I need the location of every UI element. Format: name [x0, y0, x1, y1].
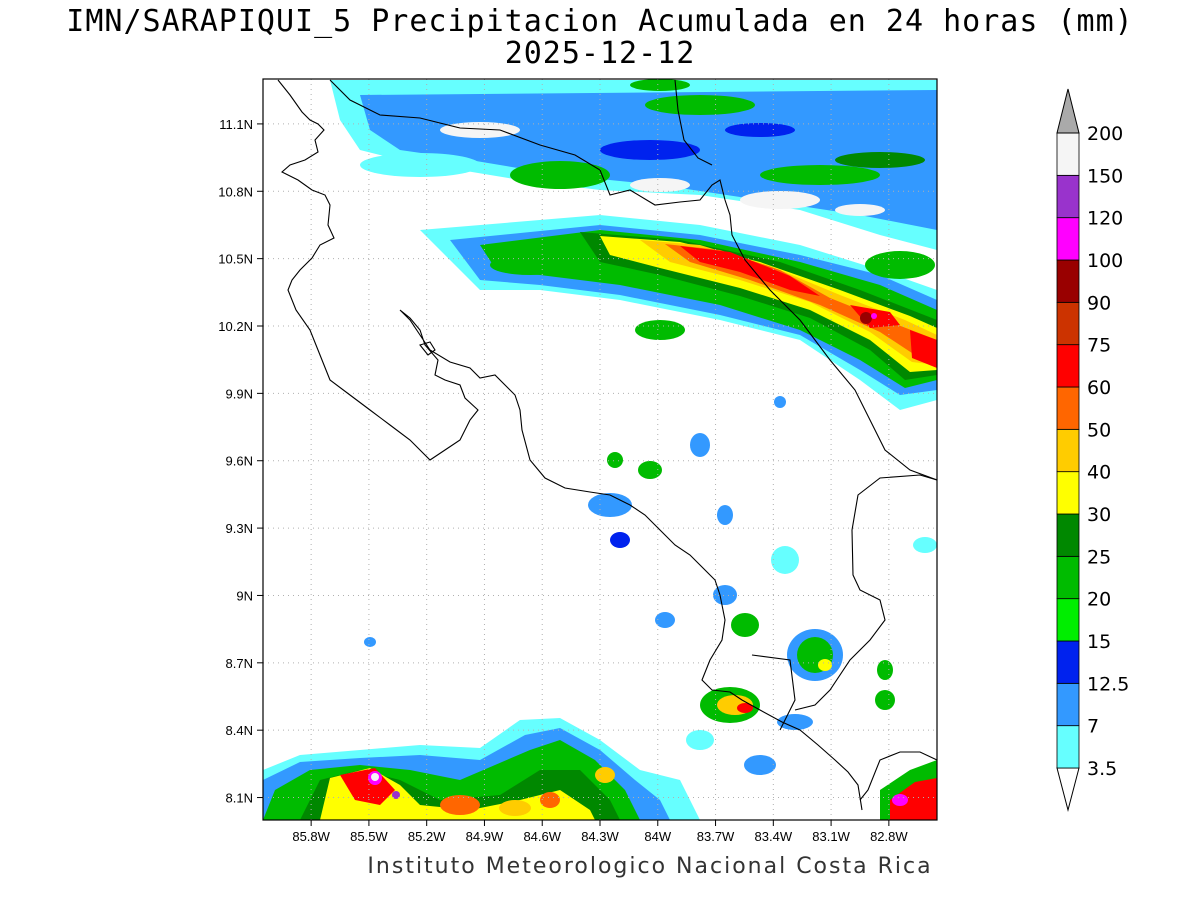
colorbar-label: 75 — [1087, 335, 1111, 357]
colorbar-label: 150 — [1087, 165, 1123, 187]
colorbar-swatch — [1056, 174, 1080, 219]
lon-tick-label: 84.3W — [581, 829, 619, 844]
colorbar-label: 40 — [1087, 462, 1111, 484]
map-gridlines — [263, 79, 937, 820]
colorbar-swatch — [1056, 555, 1080, 600]
lon-tick-label: 84.9W — [466, 829, 504, 844]
lon-tick-label: 83.1W — [812, 829, 850, 844]
colorbar-label: 15 — [1087, 631, 1111, 653]
lat-tick-label: 10.2N — [218, 319, 253, 334]
colorbar-swatch — [1056, 132, 1080, 176]
lon-tick-label: 83.4W — [755, 829, 793, 844]
lon-tick-label: 83.7W — [697, 829, 735, 844]
coastline-borders — [277, 79, 937, 811]
lat-tick-label: 11.1N — [219, 117, 253, 132]
lat-tick-label: 8.4N — [226, 723, 253, 738]
lat-tick-label: 9.9N — [226, 386, 253, 401]
lat-tick-label: 9.3N — [226, 521, 253, 536]
lon-tick-label: 85.8W — [292, 829, 330, 844]
lon-tick-label: 84.6W — [523, 829, 561, 844]
lat-tick-label: 9.6N — [226, 454, 253, 469]
colorbar-label: 25 — [1087, 546, 1111, 568]
colorbar-label: 90 — [1087, 292, 1111, 314]
colorbar-swatch — [1056, 513, 1080, 557]
lon-tick-label: 84W — [644, 829, 671, 844]
colorbar-label: 30 — [1087, 504, 1111, 526]
colorbar-swatch — [1056, 344, 1080, 388]
colorbar-swatch — [1056, 725, 1080, 769]
colorbar-label: 50 — [1087, 419, 1111, 441]
colorbar-label: 7 — [1087, 716, 1099, 738]
lon-tick-label: 82.8W — [870, 829, 908, 844]
lon-tick-label: 85.5W — [350, 829, 388, 844]
latitude-axis: 8.1N 8.4N 8.7N 9N 9.3N 9.6N 9.9N 10.2N 10.5N 10.8… — [218, 117, 263, 806]
lat-tick-label: 8.1N — [226, 791, 253, 806]
southern-rain-band — [263, 718, 937, 820]
lat-tick-label: 8.7N — [226, 656, 253, 671]
colorbar-label: 120 — [1087, 208, 1123, 230]
colorbar-label: 60 — [1087, 377, 1111, 399]
colorbar-swatch — [1056, 640, 1080, 684]
colorbar-label: 200 — [1087, 123, 1123, 145]
colorbar-swatch — [1056, 217, 1080, 261]
colorbar-swatch — [1056, 259, 1080, 303]
colorbar-swatch — [1056, 682, 1080, 727]
colorbar-lower-arrow — [1056, 767, 1080, 812]
colorbar-label: 3.5 — [1087, 758, 1117, 780]
colorbar-swatch — [1056, 301, 1080, 346]
colorbar-label: 12.5 — [1087, 673, 1129, 695]
colorbar-swatch — [1056, 386, 1080, 430]
lon-tick-label: 85.2W — [408, 829, 446, 844]
chart-title: IMN/SARAPIQUI_5 Precipitacion Acumulada … — [66, 4, 1134, 39]
lat-tick-label: 10.8N — [218, 184, 253, 199]
colorbar-swatch — [1056, 428, 1080, 473]
colorbar-swatch — [1056, 598, 1080, 642]
northern-rain-band — [330, 79, 937, 410]
precipitation-field — [263, 79, 937, 820]
colorbar-upper-arrow — [1056, 88, 1080, 134]
lat-tick-label: 9N — [236, 588, 253, 603]
colorbar-label: 100 — [1087, 250, 1123, 272]
colorbar-swatch — [1056, 471, 1080, 515]
longitude-axis: 85.8W 85.5W 85.2W 84.9W 84.6W 84.3W 84W 83.7W 83… — [292, 820, 908, 844]
credit-text: Instituto Meteorologico Nacional Costa R… — [367, 854, 933, 879]
colorbar-label: 20 — [1087, 589, 1111, 611]
lat-tick-label: 10.5N — [218, 252, 253, 267]
chart-subtitle-date: 2025-12-12 — [504, 36, 696, 71]
scattered-rain-cells — [364, 396, 937, 775]
